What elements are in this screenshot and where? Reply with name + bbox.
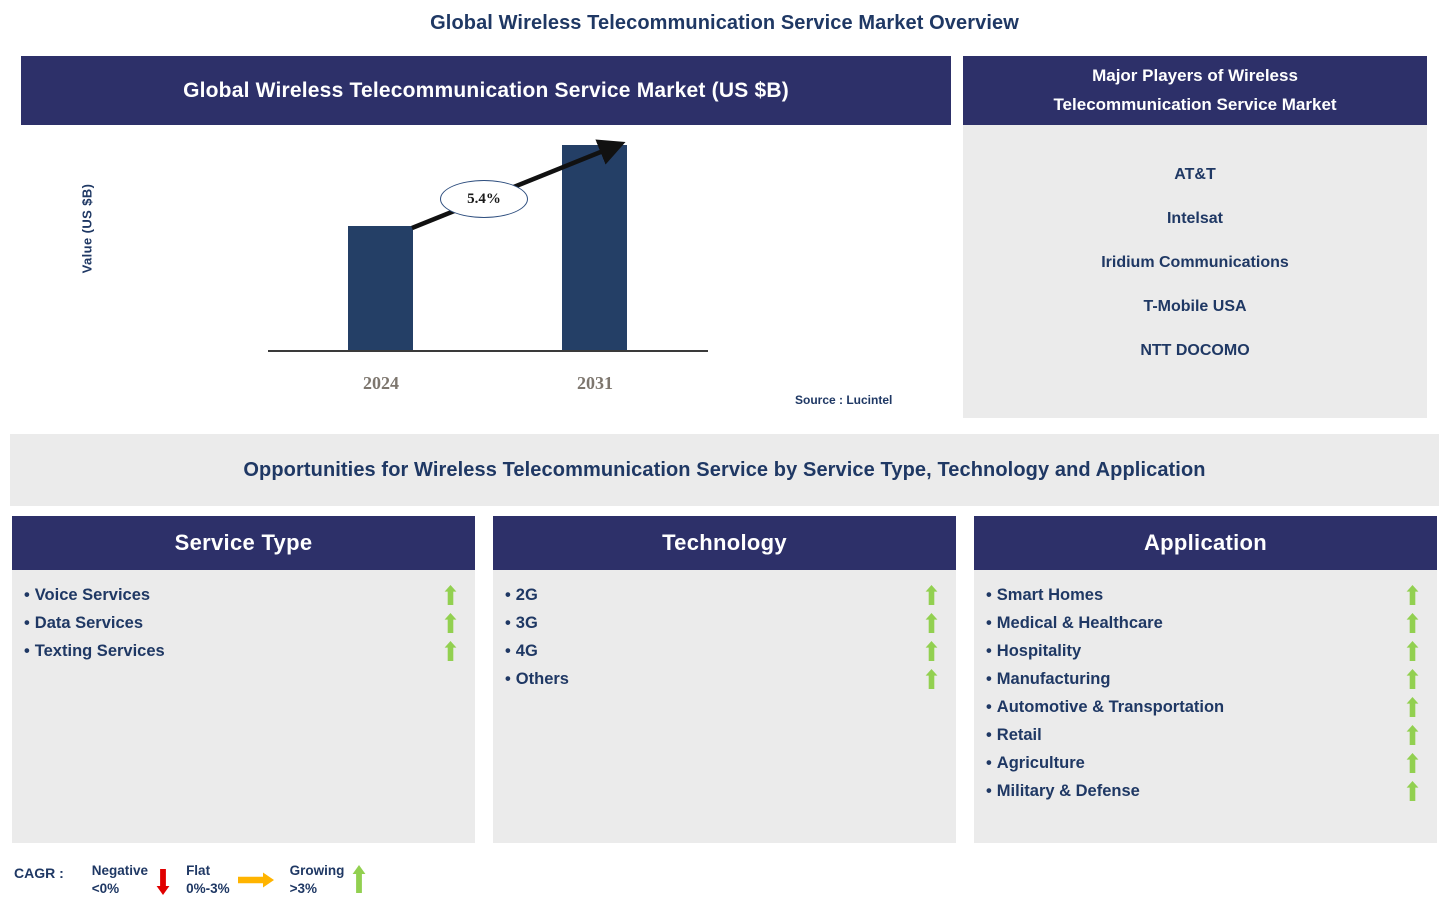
- arrow-up-icon: [925, 669, 938, 689]
- segment-item-label: Military & Defense: [986, 782, 1140, 801]
- list-item: Automotive & Transportation: [986, 693, 1419, 721]
- segment-body-technology: 2G 3G 4G Others: [493, 570, 956, 843]
- cagr-legend: CAGR : Negative <0% Flat 0%-3% Growing >…: [14, 862, 382, 898]
- major-players-card: Major Players of Wireless Telecommunicat…: [963, 56, 1427, 418]
- segment-item-label: Automotive & Transportation: [986, 698, 1224, 717]
- cagr-legend-entry-growing: Growing >3%: [290, 862, 371, 898]
- list-item: Others: [505, 665, 938, 693]
- list-item: 3G: [505, 609, 938, 637]
- list-item: Medical & Healthcare: [986, 609, 1419, 637]
- list-item: Agriculture: [986, 749, 1419, 777]
- segment-item-label: 3G: [505, 614, 538, 633]
- arrow-up-icon: [1406, 753, 1419, 773]
- list-item: Military & Defense: [986, 777, 1419, 805]
- arrow-up-icon: [925, 641, 938, 661]
- segment-body-application: Smart Homes Medical & Healthcare Hospita…: [974, 570, 1437, 843]
- opportunities-banner: Opportunities for Wireless Telecommunica…: [10, 434, 1439, 506]
- arrow-up-icon: [1406, 781, 1419, 801]
- cagr-legend-title: CAGR :: [14, 865, 64, 881]
- list-item: 2G: [505, 581, 938, 609]
- major-players-header: Major Players of Wireless Telecommunicat…: [963, 56, 1427, 125]
- arrow-up-icon: [1406, 725, 1419, 745]
- segment-item-label: 4G: [505, 642, 538, 661]
- arrow-up-icon: [1406, 641, 1419, 661]
- arrow-up-icon: [925, 613, 938, 633]
- list-item: AT&T: [1174, 166, 1216, 183]
- list-item: Voice Services: [24, 581, 457, 609]
- market-chart-header-label: Global Wireless Telecommunication Servic…: [183, 78, 789, 102]
- segment-header-application: Application: [974, 516, 1437, 570]
- list-item: Texting Services: [24, 637, 457, 665]
- segment-item-label: Smart Homes: [986, 586, 1103, 605]
- cagr-legend-range: 0%-3%: [186, 880, 230, 896]
- arrow-up-icon: [444, 585, 457, 605]
- segment-header-technology: Technology: [493, 516, 956, 570]
- cagr-value: 5.4%: [467, 190, 501, 207]
- bar-2031: [562, 145, 627, 350]
- major-players-list: AT&T Intelsat Iridium Communications T-M…: [963, 125, 1427, 418]
- source-note: Source : Lucintel: [795, 393, 893, 407]
- arrow-right-icon: [237, 862, 274, 898]
- segment-column-application: Application Smart Homes Medical & Health…: [974, 516, 1437, 843]
- segment-title: Application: [1143, 530, 1268, 555]
- market-chart-header: Global Wireless Telecommunication Servic…: [21, 56, 951, 125]
- opportunities-banner-label: Opportunities for Wireless Telecommunica…: [243, 458, 1206, 481]
- segment-title: Technology: [662, 530, 787, 555]
- arrow-up-icon: [352, 862, 366, 898]
- arrow-up-icon: [1406, 585, 1419, 605]
- segment-header-service-type: Service Type: [12, 516, 475, 570]
- major-players-header-line2: Telecommunication Service Market: [1053, 94, 1337, 114]
- cagr-legend-entry-negative: Negative <0%: [92, 862, 174, 898]
- page-title: Global Wireless Telecommunication Servic…: [430, 12, 1019, 34]
- arrow-up-icon: [1406, 613, 1419, 633]
- list-item: Data Services: [24, 609, 457, 637]
- segment-column-technology: Technology 2G 3G 4G Others: [493, 516, 956, 843]
- x-tick-label-2031: 2031: [577, 373, 613, 393]
- list-item: Hospitality: [986, 637, 1419, 665]
- segment-item-label: Data Services: [24, 614, 143, 633]
- segment-item-label: Agriculture: [986, 754, 1085, 773]
- arrow-up-icon: [1406, 669, 1419, 689]
- segment-column-service-type: Service Type Voice Services Data Service…: [12, 516, 475, 843]
- list-item: Retail: [986, 721, 1419, 749]
- x-tick-label-2024: 2024: [363, 373, 399, 393]
- arrow-up-icon: [925, 585, 938, 605]
- segment-item-label: Manufacturing: [986, 670, 1111, 689]
- list-item: Smart Homes: [986, 581, 1419, 609]
- segment-item-label: Medical & Healthcare: [986, 614, 1163, 633]
- list-item: NTT DOCOMO: [1140, 342, 1250, 359]
- list-item: Iridium Communications: [1101, 254, 1289, 271]
- bar-2024: [348, 226, 413, 350]
- list-item: Manufacturing: [986, 665, 1419, 693]
- major-players-header-line1: Major Players of Wireless: [1092, 66, 1298, 86]
- cagr-legend-name: Growing: [289, 863, 345, 878]
- cagr-legend-name: Negative: [91, 863, 149, 878]
- cagr-legend-range: >3%: [289, 880, 317, 896]
- list-item: Intelsat: [1166, 210, 1223, 227]
- cagr-legend-name: Flat: [186, 863, 211, 878]
- segment-title: Service Type: [174, 530, 313, 555]
- segment-item-label: Voice Services: [24, 586, 150, 605]
- arrow-down-icon: [156, 862, 170, 898]
- cagr-legend-entry-flat: Flat 0%-3%: [186, 862, 278, 898]
- bar-chart: Value (US $B) 5.4% 2024 2031: [21, 125, 951, 418]
- segment-item-label: Hospitality: [986, 642, 1081, 661]
- segment-item-label: Retail: [986, 726, 1042, 745]
- segment-item-label: Others: [505, 670, 569, 689]
- arrow-up-icon: [444, 613, 457, 633]
- cagr-bubble: 5.4%: [440, 180, 528, 218]
- arrow-up-icon: [1406, 697, 1419, 717]
- segment-item-label: 2G: [505, 586, 538, 605]
- list-item: 4G: [505, 637, 938, 665]
- x-axis-line: [268, 350, 708, 352]
- segment-body-service-type: Voice Services Data Services Texting Ser…: [12, 570, 475, 843]
- cagr-legend-range: <0%: [91, 880, 120, 896]
- y-axis-label: Value (US $B): [79, 183, 95, 274]
- chart-plot-area: 5.4% 2024 2031: [268, 125, 708, 418]
- segment-item-label: Texting Services: [24, 642, 165, 661]
- list-item: T-Mobile USA: [1143, 298, 1247, 315]
- market-chart-card: Global Wireless Telecommunication Servic…: [21, 56, 951, 418]
- arrow-up-icon: [444, 641, 457, 661]
